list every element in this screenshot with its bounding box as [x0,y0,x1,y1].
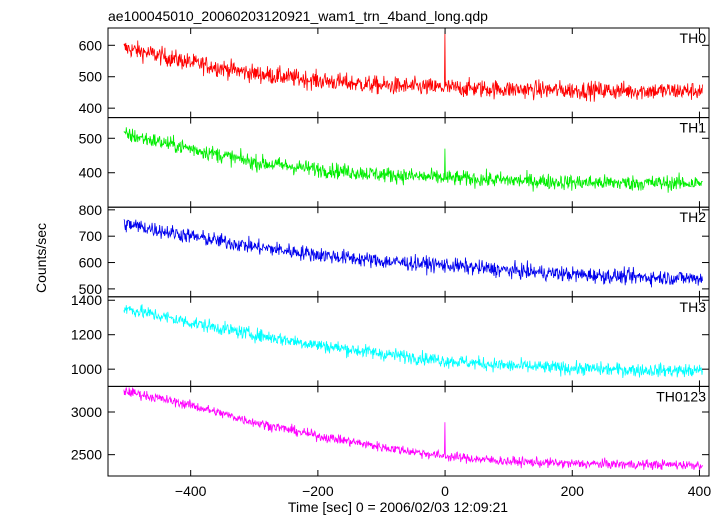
y-axis-label: Counts/sec [33,223,49,293]
series-line-th2 [123,219,703,288]
y-tick-label: 1200 [71,327,102,343]
y-tick-label: 800 [79,202,103,218]
y-tick-label: 400 [79,165,103,181]
panel-frame [107,206,710,298]
panel-th3: 1000 1200 1400 TH3 [71,292,710,387]
x-tick-label: 0 [441,483,449,499]
y-tick-label: 3000 [71,404,102,420]
x-axis: −400 −200 0 200 400 [175,483,711,499]
y-tick-label: 1000 [71,361,102,377]
y-tick-label: 500 [79,281,103,297]
y-tick-label: 1400 [71,292,102,308]
series-line-th3 [123,304,703,378]
x-tick-label: 400 [688,483,712,499]
y-tick-label: 2500 [71,447,102,463]
y-tick-label: 600 [79,37,103,53]
panel-frame [107,385,710,477]
chart-panels: 400 500 600 TH0 400 500 TH1 500 600 700 800 TH2 1000… [71,27,710,477]
panel-label-th1: TH1 [680,120,707,136]
panel-th1: 400 500 TH1 [79,117,710,208]
chart-title: ae100045010_20060203120921_wam1_trn_4ban… [108,8,488,24]
x-tick-label: −200 [302,483,334,499]
y-tick-label: 600 [79,255,103,271]
panel-th2: 500 600 700 800 TH2 [79,202,710,298]
x-tick-label: 200 [561,483,585,499]
panel-label-th0123: TH0123 [656,388,706,404]
series-line-th0 [123,31,703,102]
y-tick-label: 700 [79,228,103,244]
panel-frame [107,117,710,208]
x-axis-label: Time [sec] 0 = 2006/02/03 12:09:21 [288,499,508,515]
y-tick-label: 500 [79,69,103,85]
panel-th0: 400 500 600 TH0 [79,27,710,119]
y-tick-label: 500 [79,130,103,146]
panel-label-th2: TH2 [680,209,707,225]
series-line-th1 [123,127,703,193]
panel-frame [107,27,710,119]
series-line-th0123 [123,387,703,471]
panel-th0123: 2500 3000 TH0123 [71,385,710,477]
panel-label-th3: TH3 [680,299,707,315]
panel-label-th0: TH0 [680,30,707,46]
y-tick-label: 400 [79,100,103,116]
x-tick-label: −400 [175,483,207,499]
